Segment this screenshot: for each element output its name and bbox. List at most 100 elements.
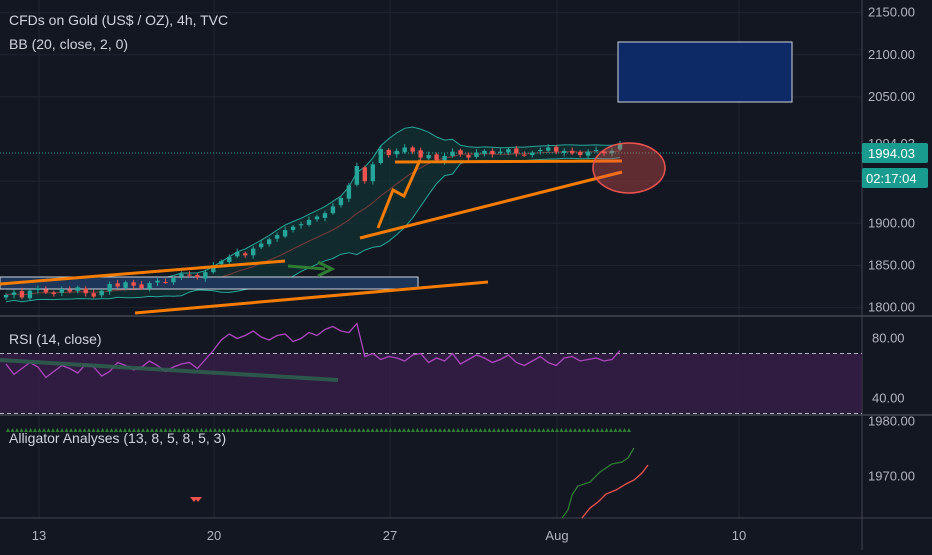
alligator-up-marker-icon [388, 428, 393, 432]
alligator-up-marker-icon [46, 428, 51, 432]
alligator-up-marker-icon [303, 428, 307, 432]
candle-body [219, 261, 224, 265]
alligator-up-marker-icon [163, 428, 168, 432]
candle-body [394, 150, 399, 155]
rsi-legend[interactable]: RSI (14, close) [9, 331, 102, 347]
arrow-head-icon[interactable] [317, 260, 336, 278]
alligator-up-marker-icon [285, 428, 289, 432]
candle-body [546, 147, 551, 151]
alligator-up-marker-icon [213, 428, 217, 432]
alligator-up-marker-icon [523, 428, 528, 432]
alligator-up-marker-icon [348, 428, 352, 432]
candle-body [370, 164, 376, 182]
alligator-up-marker-icon [501, 428, 505, 432]
alligator-up-marker-icon [465, 428, 469, 432]
alligator-up-marker-icon [289, 428, 294, 432]
alligator-up-marker-icon [483, 428, 487, 432]
alligator-up-marker-icon [159, 428, 163, 432]
candle-body [115, 283, 120, 287]
alligator-up-marker-icon [397, 428, 402, 432]
candles[interactable] [3, 140, 623, 301]
candle-body [418, 150, 423, 158]
candle-body [274, 235, 280, 239]
alligator-up-marker-icon [519, 428, 523, 432]
alligator-legend[interactable]: Alligator Analyses (13, 8, 5, 8, 5, 3) [9, 430, 226, 446]
alligator-up-marker-icon [600, 428, 604, 432]
candle-body [609, 150, 615, 154]
alligator-up-marker-icon [82, 428, 87, 432]
alligator-up-marker-icon [420, 428, 424, 432]
alligator-up-marker-icon [100, 428, 105, 432]
symbol-title[interactable]: CFDs on Gold (US$ / OZ), 4h, TVC [9, 12, 228, 28]
candle-body [585, 151, 591, 156]
alligator-signal-markers [6, 428, 631, 432]
alligator-up-marker-icon [438, 428, 442, 432]
bb-band-fill [6, 127, 620, 302]
alligator-up-marker-icon [123, 428, 127, 432]
candle-body [522, 154, 527, 156]
alligator-up-marker-icon [10, 428, 15, 432]
candle-body [75, 287, 80, 291]
rsi-tick-label: 80.00 [872, 331, 905, 346]
alligator-up-marker-icon [496, 428, 501, 432]
alligator-up-marker-icon [145, 428, 150, 432]
candle-body [139, 284, 144, 289]
candle-body [107, 283, 112, 292]
candle-body [99, 290, 104, 296]
price-tick-label: 2100.00 [868, 47, 915, 62]
candle-body [458, 150, 463, 155]
candle-body [155, 280, 160, 283]
time-tick-label: 10 [732, 528, 746, 543]
price-tick-label: 2150.00 [868, 5, 915, 20]
trendline-upper-left[interactable] [0, 259, 286, 286]
candle-body [171, 278, 176, 283]
alligator-up-marker-icon [141, 428, 145, 432]
alligator-up-marker-icon [132, 428, 136, 432]
alligator-up-marker-icon [208, 428, 213, 432]
candle-body [322, 213, 328, 218]
alligator-up-marker-icon [249, 428, 253, 432]
alligator-up-marker-icon [109, 428, 114, 432]
alligator-up-marker-icon [411, 428, 415, 432]
candle-body [506, 149, 511, 153]
alligator-up-marker-icon [240, 428, 244, 432]
alligator-up-marker-icon [550, 428, 555, 432]
candle-body [298, 224, 304, 226]
candle-body [450, 151, 455, 156]
alligator-up-marker-icon [195, 428, 199, 432]
trendline-lower[interactable] [134, 280, 489, 315]
alligator-up-marker-icon [280, 428, 285, 432]
alligator-up-marker-icon [69, 428, 73, 432]
target-box[interactable] [617, 41, 793, 103]
candle-body [617, 144, 623, 150]
alligator-up-marker-icon [307, 428, 312, 432]
candle-body [43, 289, 49, 293]
alligator-up-marker-icon [190, 428, 195, 432]
time-tick-label: 20 [207, 528, 221, 543]
candle-body [354, 166, 360, 185]
alligator-up-marker-icon [487, 428, 492, 432]
alligator-down-marker-icon [190, 497, 202, 502]
bb-legend[interactable]: BB (20, close, 2, 0) [9, 36, 128, 52]
alligator-up-marker-icon [172, 428, 177, 432]
trendline-ascending[interactable] [359, 170, 623, 240]
candle-body [601, 151, 607, 154]
trendline-impulse[interactable] [376, 159, 422, 229]
alligator-up-marker-icon [37, 428, 42, 432]
range-rectangle[interactable] [0, 276, 419, 290]
highlight-ellipse[interactable] [592, 142, 666, 194]
trendline-resistance[interactable] [394, 159, 623, 164]
candle-body [593, 149, 599, 152]
time-axis[interactable]: 13 20 27 Aug 10 [32, 528, 746, 543]
alligator-up-marker-icon [105, 428, 109, 432]
alligator-up-marker-icon [186, 428, 190, 432]
alligator-up-marker-icon [24, 428, 28, 432]
trendlines[interactable] [0, 159, 623, 315]
alligator-up-marker-icon [267, 428, 271, 432]
arrow-shaft[interactable] [287, 264, 326, 271]
rsi-trendline[interactable] [0, 358, 339, 382]
time-tick-label: 27 [383, 528, 397, 543]
alligator-up-marker-icon [352, 428, 357, 432]
alligator-up-marker-icon [609, 428, 613, 432]
